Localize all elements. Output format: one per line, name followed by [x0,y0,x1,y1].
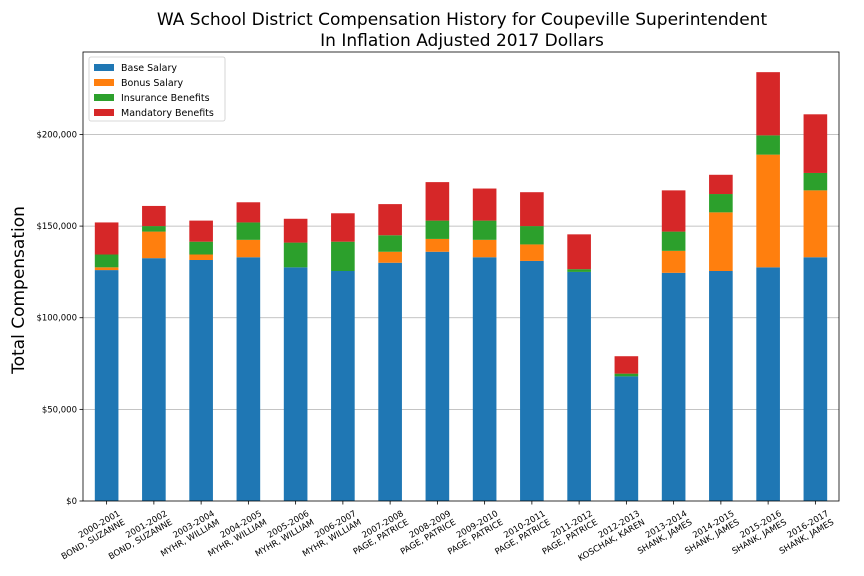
bar-segment-1 [236,239,261,258]
bar-segment-0 [709,271,733,501]
bar-segment-3 [756,72,780,136]
chart-subtitle: In Inflation Adjusted 2017 Dollars [320,31,604,51]
bar-segment-0 [94,270,119,501]
legend-swatch [94,79,114,86]
bar-segment-2 [142,226,166,232]
bar-segment-0 [378,262,402,501]
bar-segment-3 [472,188,497,221]
bar-segment-0 [756,267,780,501]
bar-segment-0 [142,258,166,501]
bars [94,72,828,501]
bar-segment-1 [803,190,828,258]
bar-segment-2 [283,242,308,268]
bar-segment-1 [472,239,497,258]
bar-segment-3 [803,114,828,173]
bar-segment-3 [142,205,166,227]
bar-segment-0 [661,272,686,501]
bar-segment-1 [378,251,402,263]
legend-label: Mandatory Benefits [121,108,214,119]
bar-segment-2 [803,172,828,191]
bar-segment-1 [756,154,780,268]
axes [82,51,840,502]
y-tick-label: $0 [66,497,77,507]
bar-segment-0 [331,271,355,501]
bar-segment-3 [378,204,402,236]
legend-swatch [94,109,114,116]
bar-segment-0 [520,260,544,501]
bar-segment-3 [567,234,591,270]
bar-segment-3 [709,174,733,195]
bar-segment-1 [520,244,544,261]
bar-segment-2 [94,254,119,268]
bar-segment-2 [378,235,402,252]
bar-segment-1 [661,250,686,273]
bar-segment-2 [614,373,639,377]
bar-segment-0 [283,267,308,501]
bar-segment-3 [520,192,544,227]
bar-segment-0 [472,257,497,501]
bar-segment-2 [189,241,213,255]
bar-segment-2 [520,226,544,245]
legend-swatch [94,64,114,71]
y-tick-label: $150,000 [36,222,77,232]
bar-segment-1 [189,254,213,261]
bar-segment-1 [425,238,450,252]
bar-segment-3 [189,220,213,242]
bar-segment-2 [425,220,450,239]
bar-segment-2 [236,222,261,240]
legend-label: Insurance Benefits [121,93,210,104]
bar-segment-0 [803,257,828,501]
bar-segment-2 [567,269,591,272]
bar-segment-3 [94,222,119,255]
bar-segment-3 [661,190,686,232]
bar-segment-2 [472,220,497,240]
bar-segment-1 [142,231,166,259]
legend-label: Base Salary [121,63,177,74]
bar-segment-2 [661,231,686,251]
legend-label: Bonus Salary [121,78,184,89]
bar-segment-3 [331,213,355,242]
bar-segment-2 [756,135,780,155]
legend: Base Salary Bonus Salary Insurance Benefit… [88,56,226,122]
y-tick-label: $100,000 [36,314,77,324]
chart-title: WA School District Compensation History … [157,10,768,30]
bar-segment-3 [425,182,450,221]
bar-segment-2 [709,194,733,213]
y-axis-label: Total Compensation [9,206,29,375]
bar-segment-1 [709,212,733,272]
legend-swatch [94,94,114,101]
bar-segment-0 [614,376,639,501]
bar-segment-0 [425,251,450,501]
bar-segment-3 [236,202,261,223]
bar-segment-3 [283,218,308,243]
bar-segment-0 [236,257,261,501]
legend-box [88,56,226,122]
bar-segment-0 [567,271,591,501]
bar-segment-1 [94,267,119,271]
plot-frame [82,51,840,502]
y-ticks: $0 $50,000 $100,000 $150,000 $200,000 [36,130,83,507]
y-tick-label: $50,000 [42,405,77,415]
bar-segment-0 [189,260,213,501]
y-tick-label: $200,000 [36,130,77,140]
bar-segment-2 [331,241,355,272]
bar-segment-3 [614,356,639,374]
